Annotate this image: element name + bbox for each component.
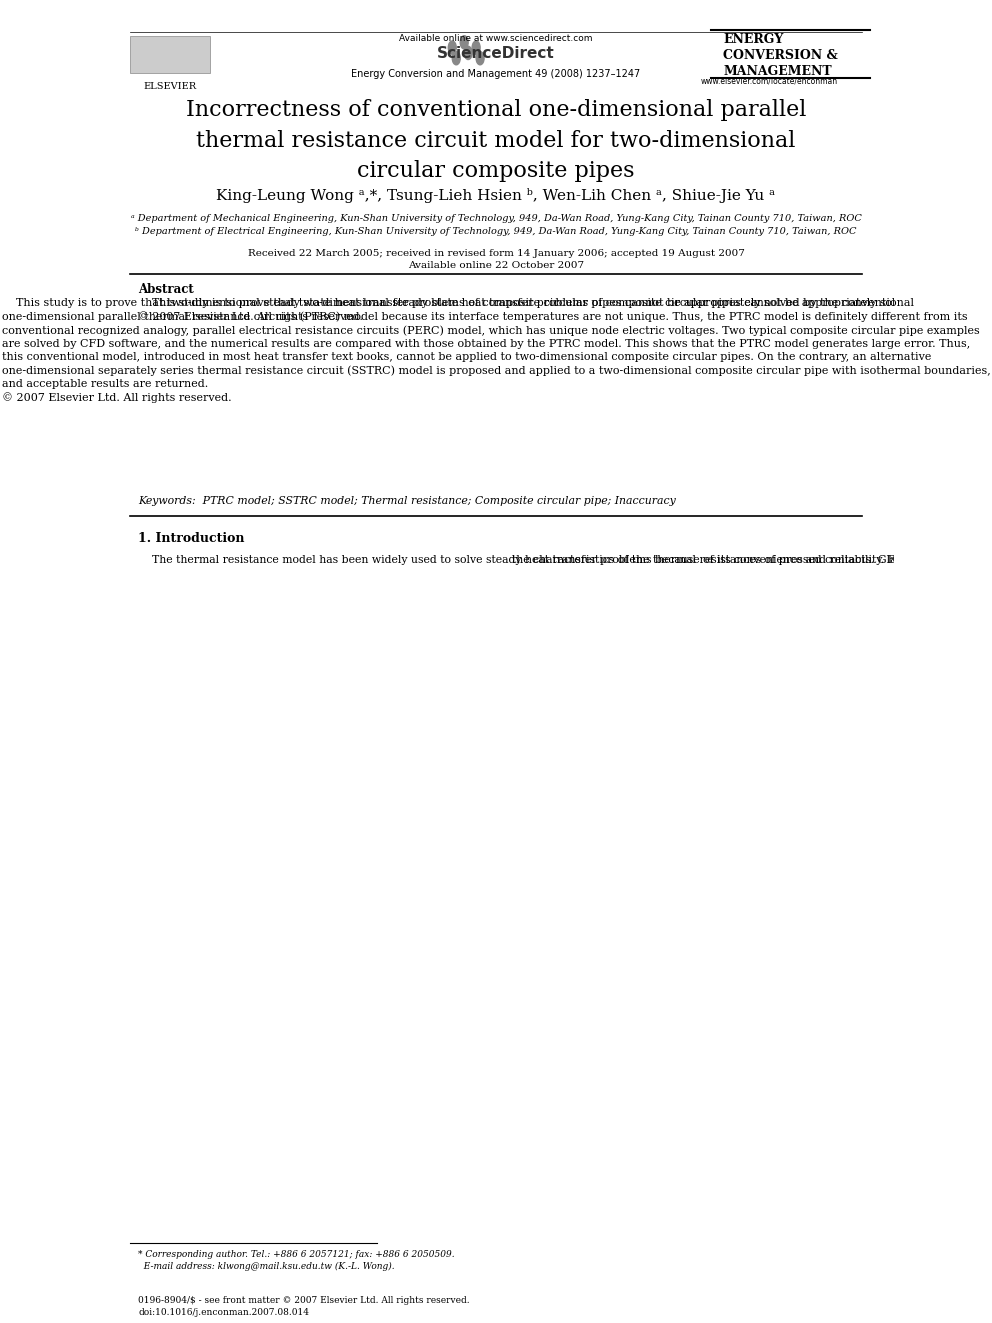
Text: www.elsevier.com/locate/enconman: www.elsevier.com/locate/enconman xyxy=(700,77,838,86)
Text: ᵃ Department of Mechanical Engineering, Kun-Shan University of Technology, 949, : ᵃ Department of Mechanical Engineering, … xyxy=(131,214,861,224)
Text: Keywords:  PTRC model; SSTRC model; Thermal resistance; Composite circular pipe;: Keywords: PTRC model; SSTRC model; Therm… xyxy=(138,496,676,505)
Text: 1. Introduction: 1. Introduction xyxy=(138,532,245,545)
Circle shape xyxy=(464,46,472,60)
Text: Incorrectness of conventional one-dimensional parallel
thermal resistance circui: Incorrectness of conventional one-dimens… xyxy=(186,99,806,183)
Circle shape xyxy=(448,41,456,54)
Text: Available online 22 October 2007: Available online 22 October 2007 xyxy=(408,261,584,270)
Circle shape xyxy=(452,52,460,65)
Text: The thermal resistance model has been widely used to solve steady heat transfer : The thermal resistance model has been wi… xyxy=(138,556,992,565)
Text: Available online at www.sciencedirect.com: Available online at www.sciencedirect.co… xyxy=(399,34,593,44)
Text: the characteristics of the thermal resistances of pressed contacts. Gladwell and: the characteristics of the thermal resis… xyxy=(512,556,992,565)
Text: Energy Conversion and Management 49 (2008) 1237–1247: Energy Conversion and Management 49 (200… xyxy=(351,69,641,79)
Text: * Corresponding author. Tel.: +886 6 2057121; fax: +886 6 2050509.
  E-mail addr: * Corresponding author. Tel.: +886 6 205… xyxy=(138,1250,454,1271)
Text: ᵇ Department of Electrical Engineering, Kun-Shan University of Technology, 949, : ᵇ Department of Electrical Engineering, … xyxy=(135,228,857,237)
Text: ScienceDirect: ScienceDirect xyxy=(437,46,555,61)
Text: This study is to prove that two-dimensional steady state heat transfer problems : This study is to prove that two-dimensio… xyxy=(138,298,992,323)
Text: ELSEVIER: ELSEVIER xyxy=(144,82,196,91)
Bar xyxy=(130,36,209,73)
Text: Received 22 March 2005; received in revised form 14 January 2006; accepted 19 Au: Received 22 March 2005; received in revi… xyxy=(248,249,744,258)
Text: ENERGY
CONVERSION &
MANAGEMENT: ENERGY CONVERSION & MANAGEMENT xyxy=(723,33,838,78)
Circle shape xyxy=(460,36,468,49)
Text: 0196-8904/$ - see front matter © 2007 Elsevier Ltd. All rights reserved.
doi:10.: 0196-8904/$ - see front matter © 2007 El… xyxy=(138,1297,470,1316)
Text: King-Leung Wong ᵃ,*, Tsung-Lieh Hsien ᵇ, Wen-Lih Chen ᵃ, Shiue-Jie Yu ᵃ: King-Leung Wong ᵃ,*, Tsung-Lieh Hsien ᵇ,… xyxy=(216,188,776,202)
Text: This study is to prove that two-dimensional steady state heat transfer problems : This study is to prove that two-dimensio… xyxy=(2,298,990,404)
Text: Abstract: Abstract xyxy=(138,283,193,296)
Circle shape xyxy=(476,52,484,65)
Circle shape xyxy=(472,41,480,54)
